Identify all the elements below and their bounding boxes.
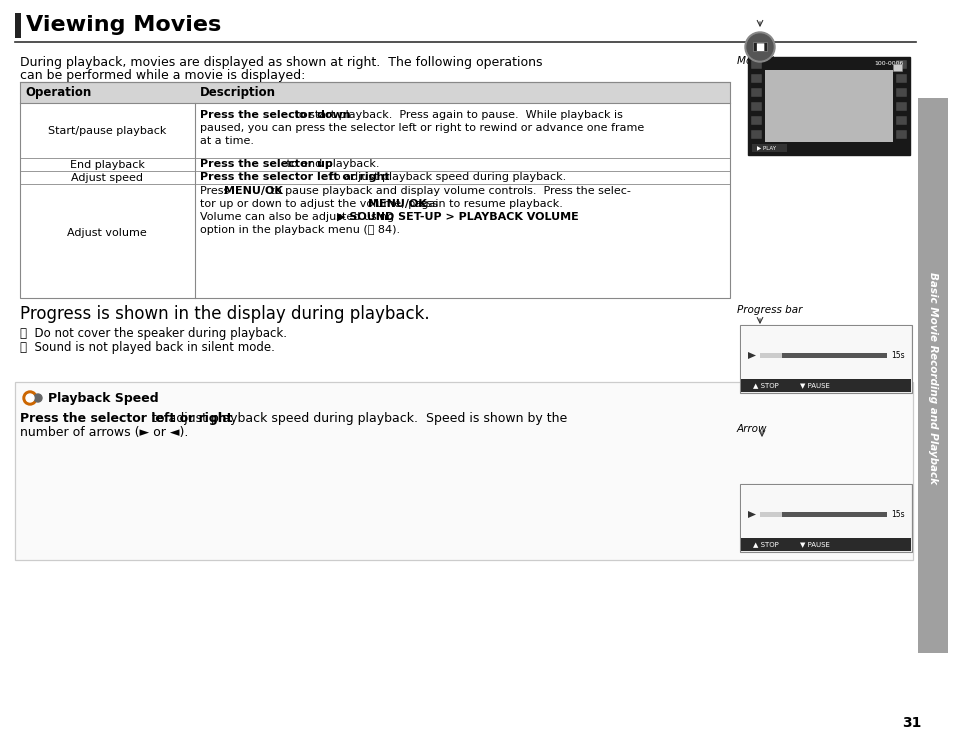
Circle shape	[746, 34, 772, 60]
Bar	[740, 484, 911, 552]
Bar	[892, 64, 901, 71]
Circle shape	[23, 391, 37, 405]
Bar	[917, 98, 947, 653]
Text: again to resume playback.: again to resume playback.	[411, 199, 562, 209]
Text: ⓘ  Do not cover the speaker during playback.: ⓘ Do not cover the speaker during playba…	[20, 327, 287, 340]
Bar	[750, 74, 761, 83]
Bar	[895, 116, 906, 125]
Polygon shape	[747, 352, 755, 359]
Bar	[895, 88, 906, 97]
Text: ▶ PLAY: ▶ PLAY	[757, 146, 775, 150]
Circle shape	[34, 394, 42, 402]
Text: Description: Description	[200, 86, 275, 99]
Bar	[740, 538, 910, 551]
Bar	[895, 102, 906, 111]
Text: Arrow: Arrow	[737, 424, 767, 434]
Text: Press the selector left or right: Press the selector left or right	[20, 412, 233, 425]
Bar	[750, 60, 761, 69]
Text: ▼ PAUSE: ▼ PAUSE	[800, 382, 829, 388]
Text: Adjust volume: Adjust volume	[67, 228, 147, 238]
Text: 100-0006: 100-0006	[874, 61, 903, 66]
Text: ▼ PAUSE: ▼ PAUSE	[800, 542, 829, 548]
Text: 15s: 15s	[890, 351, 904, 360]
Bar	[760, 353, 781, 358]
Bar	[15, 382, 912, 560]
Text: to end playback.: to end playback.	[283, 159, 379, 169]
Bar	[740, 325, 911, 393]
Text: Press the selector up: Press the selector up	[200, 159, 333, 169]
Bar	[760, 512, 886, 517]
Text: MENU/OK: MENU/OK	[224, 186, 283, 196]
Text: at a time.: at a time.	[200, 136, 253, 146]
Text: Press the selector down: Press the selector down	[200, 110, 351, 120]
Text: Progress bar: Progress bar	[737, 305, 801, 315]
Bar	[751, 144, 786, 152]
Text: Viewing Movies: Viewing Movies	[26, 15, 221, 35]
Text: can be performed while a movie is displayed:: can be performed while a movie is displa…	[20, 69, 305, 82]
Text: to pause playback and display volume controls.  Press the selec-: to pause playback and display volume con…	[267, 186, 630, 196]
Text: MENU/OK: MENU/OK	[368, 199, 426, 209]
Text: tor up or down to adjust the volume; press: tor up or down to adjust the volume; pre…	[200, 199, 441, 209]
Text: Playback Speed: Playback Speed	[48, 391, 158, 405]
Bar	[750, 88, 761, 97]
Circle shape	[26, 394, 34, 402]
Bar	[895, 74, 906, 83]
Bar	[760, 512, 781, 517]
Text: Volume can also be adjusted using: Volume can also be adjusted using	[200, 212, 400, 222]
Bar	[740, 326, 910, 379]
Text: Operation: Operation	[25, 86, 91, 99]
Text: option in the playback menu (⧮ 84).: option in the playback menu (⧮ 84).	[200, 225, 399, 235]
Bar	[895, 60, 906, 69]
Bar	[764, 70, 892, 142]
Text: ▲ STOP: ▲ STOP	[752, 542, 778, 548]
Text: paused, you can press the selector left or right to rewind or advance one frame: paused, you can press the selector left …	[200, 123, 643, 133]
Bar	[740, 379, 910, 392]
Bar	[750, 116, 761, 125]
Bar	[20, 82, 729, 103]
Text: Progress is shown in the display during playback.: Progress is shown in the display during …	[20, 305, 429, 323]
Text: Press: Press	[200, 186, 233, 196]
Polygon shape	[747, 511, 755, 518]
Text: During playback, movies are displayed as shown at right.  The following operatio: During playback, movies are displayed as…	[20, 56, 542, 69]
Bar	[750, 130, 761, 139]
Text: to start playback.  Press again to pause.  While playback is: to start playback. Press again to pause.…	[291, 110, 622, 120]
Text: Movie icon: Movie icon	[737, 56, 792, 66]
Text: 15s: 15s	[890, 510, 904, 519]
Circle shape	[744, 32, 774, 62]
Text: to adjust playback speed during playback.: to adjust playback speed during playback…	[326, 172, 566, 182]
Text: ■: ■	[755, 41, 763, 52]
Text: 31: 31	[902, 716, 921, 730]
Text: Adjust speed: Adjust speed	[71, 173, 143, 183]
Bar	[895, 130, 906, 139]
Text: Press the selector left or right: Press the selector left or right	[200, 172, 389, 182]
Bar	[752, 42, 766, 51]
Text: ▶ SOUND SET-UP > PLAYBACK VOLUME: ▶ SOUND SET-UP > PLAYBACK VOLUME	[336, 212, 578, 222]
Text: ⓘ  Sound is not played back in silent mode.: ⓘ Sound is not played back in silent mod…	[20, 341, 274, 354]
Text: to adjust playback speed during playback.  Speed is shown by the: to adjust playback speed during playback…	[148, 412, 567, 425]
Text: End playback: End playback	[70, 160, 144, 170]
Bar	[740, 485, 910, 538]
Text: Start/pause playback: Start/pause playback	[48, 126, 166, 136]
Text: number of arrows (► or ◄).: number of arrows (► or ◄).	[20, 426, 188, 439]
Text: Basic Movie Recording and Playback: Basic Movie Recording and Playback	[927, 272, 937, 484]
Bar	[750, 102, 761, 111]
Bar	[747, 57, 909, 155]
Bar	[15, 13, 21, 38]
Bar	[20, 82, 729, 298]
Text: ▲ STOP: ▲ STOP	[752, 382, 778, 388]
Bar	[760, 353, 886, 358]
